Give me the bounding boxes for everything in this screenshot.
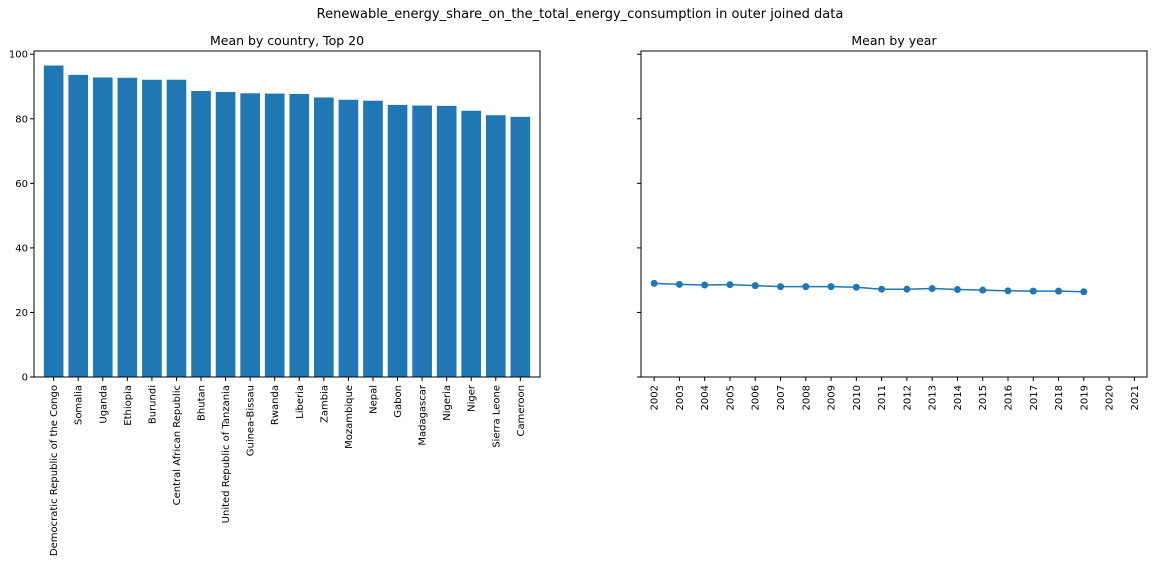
line-chart-series (650, 279, 1088, 296)
bar (142, 79, 162, 377)
x-tick-label: 2013 (928, 385, 939, 410)
series-line (654, 282, 1084, 293)
x-tick-label: 2006 (751, 385, 762, 410)
data-point (701, 281, 709, 289)
x-tick-label: Mozambique (344, 385, 355, 449)
bar (117, 77, 138, 377)
bar (92, 77, 113, 378)
data-point (751, 282, 759, 290)
data-point (675, 280, 683, 288)
bar-chart-panel: Mean by country, Top 20 0 20 40 60 80 100 Dem… (9, 33, 541, 556)
data-point (1055, 287, 1063, 295)
figure-suptitle: Renewable_energy_share_on_the_total_ener… (317, 7, 844, 22)
line-chart-panel: Mean by year 2002 2003 2004 2005 2006 2007 200… (637, 33, 1148, 410)
x-tick-label: Burundi (147, 385, 158, 424)
data-point (928, 285, 936, 293)
y-tick-label: 80 (15, 114, 28, 125)
x-tick-label: Niger (467, 384, 478, 412)
x-tick-label: 2018 (1054, 385, 1065, 410)
bar (510, 116, 531, 377)
x-tick-label: Nigeria (442, 385, 453, 421)
data-point (903, 285, 911, 293)
x-tick-label: 2007 (776, 385, 787, 410)
bar (240, 93, 260, 377)
x-tick-label: Guinea-Bissau (246, 385, 257, 456)
bar (387, 104, 408, 378)
x-tick-label: Uganda (98, 385, 109, 424)
x-tick-label: 2005 (725, 385, 736, 410)
x-tick-label: Gabon (393, 385, 404, 418)
data-point (953, 286, 961, 294)
x-tick-label: Ethiopia (123, 385, 134, 426)
bar (412, 105, 432, 377)
bar (43, 65, 64, 377)
x-tick-label: Somalia (74, 385, 85, 425)
data-point (777, 283, 785, 291)
bar-chart-y-axis: 0 20 40 60 80 100 (9, 50, 34, 384)
bar (264, 93, 285, 377)
x-tick-label: 2019 (1079, 385, 1090, 410)
x-tick-label: 2002 (650, 385, 661, 410)
bar (191, 91, 211, 377)
bar-chart-x-axis: Democratic Republic of the Congo Somalia U… (49, 377, 527, 556)
bar (215, 91, 236, 378)
x-tick-label: Rwanda (270, 385, 281, 425)
x-tick-label: 2020 (1105, 385, 1116, 410)
data-point (650, 279, 658, 287)
x-tick-label: Nepal (368, 385, 379, 414)
line-chart-x-axis: 2002 2003 2004 2005 2006 2007 2008 2009 2010 2011… (650, 377, 1141, 410)
bar (68, 74, 89, 378)
bar (314, 97, 334, 377)
x-tick-label: Zambia (319, 385, 330, 423)
data-point (1004, 287, 1012, 295)
y-tick-label: 20 (15, 308, 28, 319)
bar (338, 99, 359, 377)
data-point (827, 283, 835, 291)
x-tick-label: Bhutan (197, 385, 208, 421)
y-tick-label: 100 (9, 50, 28, 61)
data-point (1080, 288, 1088, 296)
x-tick-label: 2014 (953, 385, 964, 410)
y-tick-label: 60 (15, 179, 28, 190)
bar (436, 105, 457, 378)
y-tick-label: 0 (22, 373, 28, 384)
x-tick-label: Cameroon (516, 385, 527, 436)
data-point (1029, 287, 1037, 295)
bar (461, 110, 482, 378)
x-tick-label: Central African Republic (172, 385, 183, 505)
line-chart-title: Mean by year (851, 33, 937, 48)
line-chart-y-axis (637, 53, 641, 378)
x-tick-label: 2008 (801, 385, 812, 410)
bar (289, 93, 310, 377)
y-tick-label: 40 (15, 243, 28, 254)
x-tick-label: Democratic Republic of the Congo (49, 385, 60, 556)
bar-chart-title: Mean by country, Top 20 (210, 33, 364, 48)
bar (363, 100, 383, 377)
x-tick-label: United Republic of Tanzania (221, 385, 232, 523)
bar-chart-frame (33, 50, 541, 378)
x-tick-label: 2004 (700, 385, 711, 410)
line-chart-frame (640, 50, 1148, 378)
x-tick-label: 2010 (852, 385, 863, 410)
x-tick-label: 2012 (902, 385, 913, 410)
x-tick-label: 2011 (877, 385, 888, 410)
x-tick-label: 2003 (675, 385, 686, 410)
bar (166, 79, 187, 377)
data-point (852, 283, 860, 291)
x-tick-label: 2009 (827, 385, 838, 410)
bar (485, 115, 506, 377)
x-tick-label: Madagascar (418, 384, 429, 446)
data-point (726, 281, 734, 289)
x-tick-label: 2021 (1130, 385, 1141, 410)
x-tick-label: 2017 (1029, 385, 1040, 410)
x-tick-label: 2015 (978, 385, 989, 410)
x-tick-label: 2016 (1003, 385, 1014, 410)
x-tick-label: Sierra Leone (491, 385, 502, 448)
data-point (802, 283, 810, 291)
x-tick-label: Liberia (295, 385, 306, 419)
bar-chart-bars (43, 65, 531, 378)
data-point (878, 285, 886, 293)
data-point (979, 286, 987, 294)
